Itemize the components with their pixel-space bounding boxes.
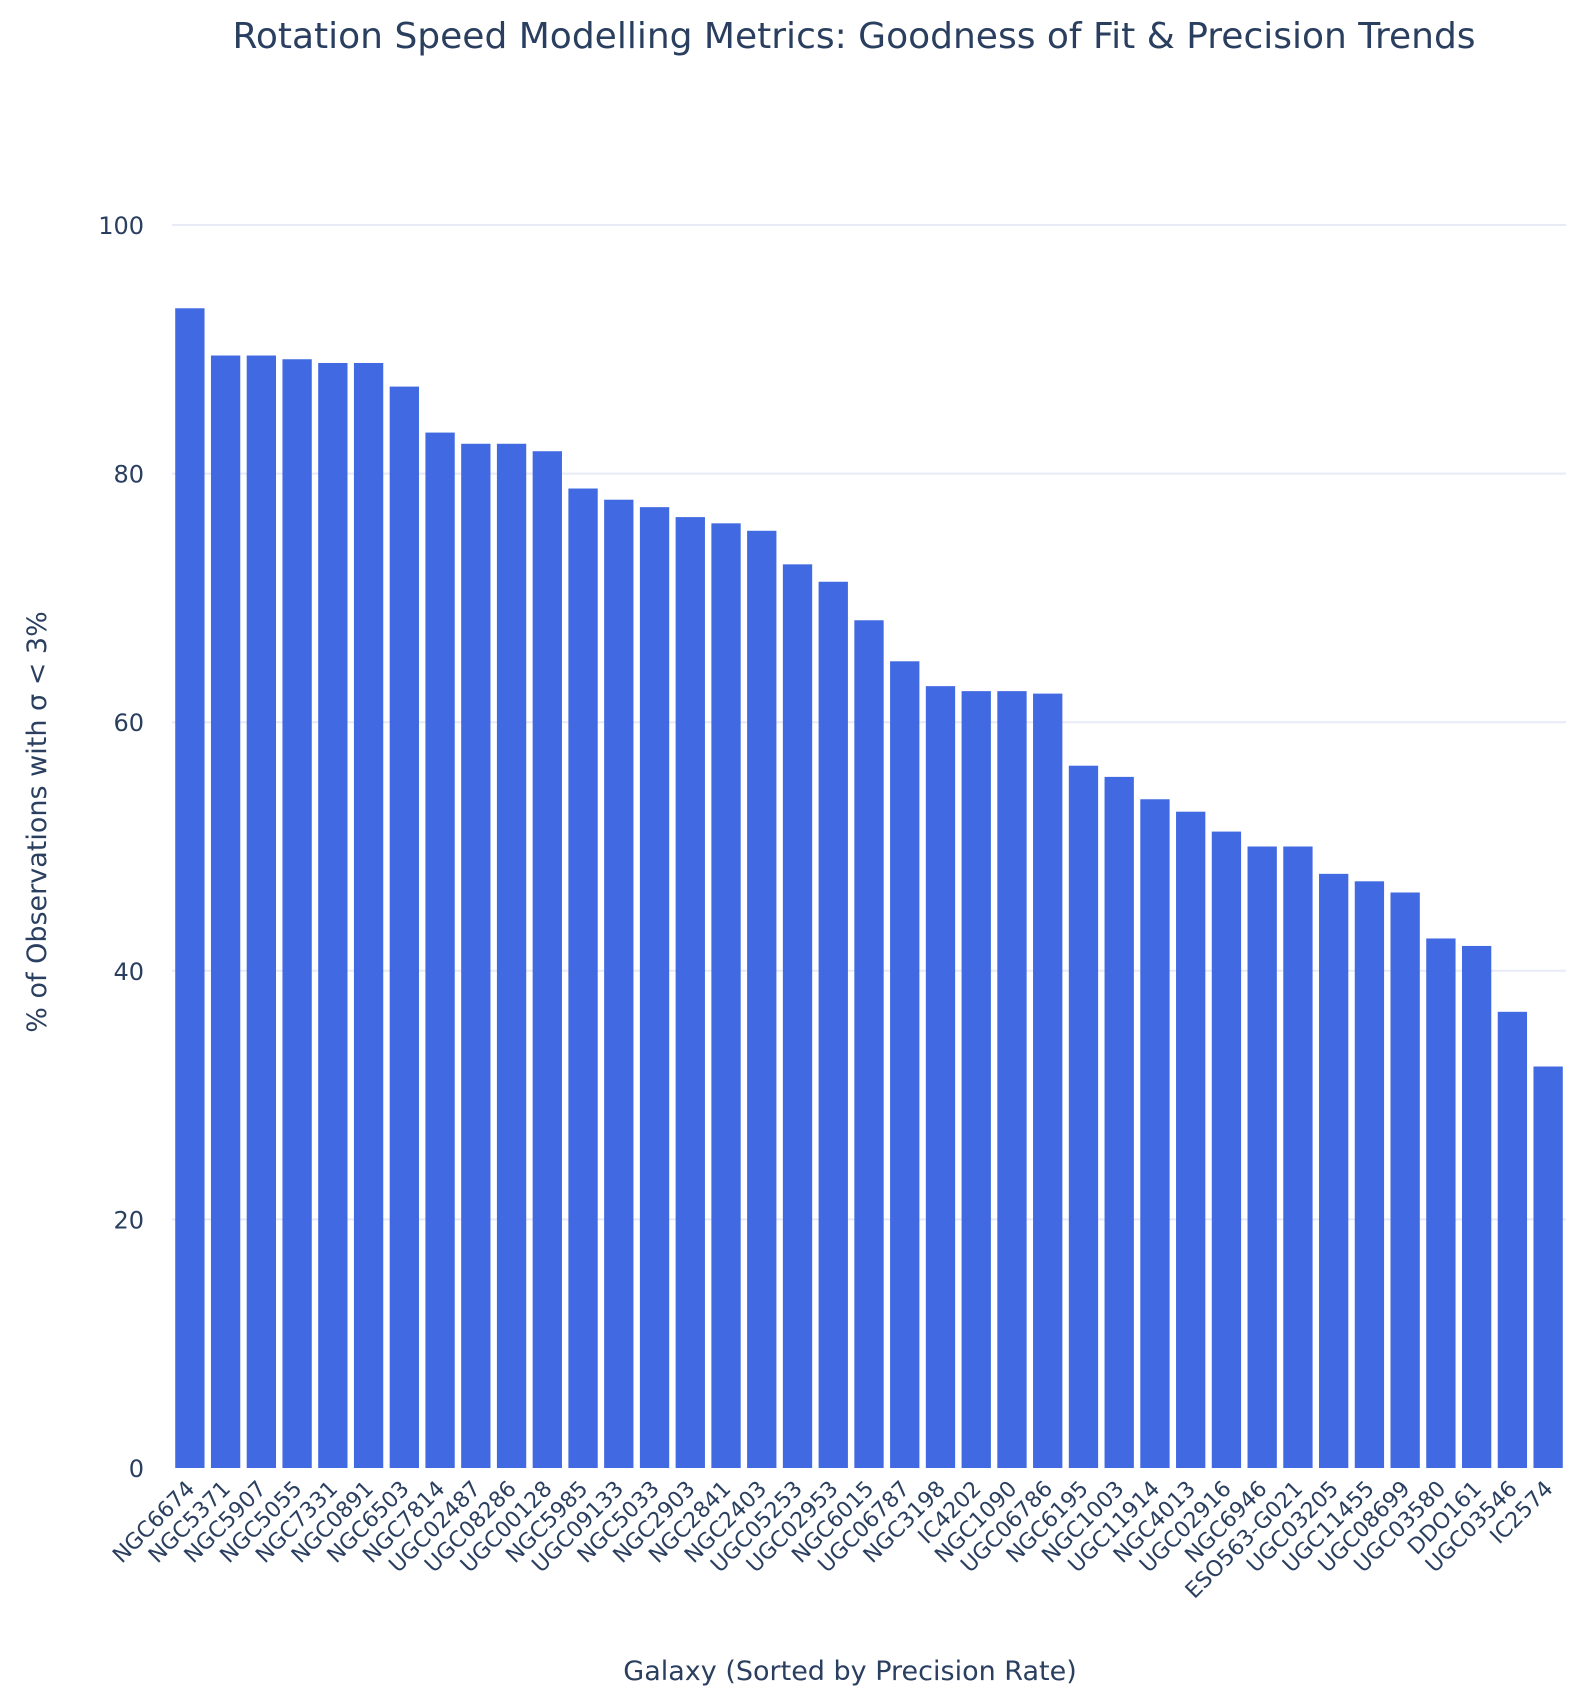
bar-ugc11914[interactable]	[1140, 799, 1170, 1468]
x-axis-title: Galaxy (Sorted by Precision Rate)	[623, 1656, 1076, 1687]
bar-ddo161[interactable]	[1461, 945, 1492, 1468]
bars	[175, 308, 1563, 1469]
bar-ugc02487[interactable]	[461, 443, 491, 1468]
x-axis-ticks: NGC6674NGC5371NGC5907NGC5055NGC7331NGC08…	[108, 1477, 1558, 1604]
bar-ngc5985[interactable]	[568, 488, 598, 1468]
bar-ic4202[interactable]	[961, 691, 991, 1468]
bar-ugc06786[interactable]	[1033, 693, 1063, 1468]
bar-ngc4013[interactable]	[1176, 811, 1206, 1468]
bar-ngc5371[interactable]	[210, 355, 241, 1468]
bar-ngc5907[interactable]	[246, 355, 277, 1468]
bar-ngc7814[interactable]	[425, 432, 455, 1468]
bar-ngc2403[interactable]	[747, 530, 777, 1468]
bar-ngc2903[interactable]	[675, 517, 705, 1468]
bar-ngc0891[interactable]	[353, 362, 384, 1468]
bar-ngc1003[interactable]	[1104, 776, 1134, 1468]
bar-ngc5033[interactable]	[639, 507, 670, 1468]
bar-ngc1090[interactable]	[997, 691, 1027, 1468]
bar-eso563-g021[interactable]	[1283, 846, 1313, 1469]
bar-ugc02953[interactable]	[818, 581, 848, 1468]
y-axis-title: % of Observations with σ < 3%	[22, 611, 53, 1033]
y-tick-label: 40	[113, 958, 144, 986]
bar-ic2574[interactable]	[1533, 1066, 1563, 1468]
bar-ugc06787[interactable]	[890, 661, 920, 1468]
bar-ugc08699[interactable]	[1390, 892, 1420, 1468]
bar-ngc3198[interactable]	[925, 686, 956, 1468]
bar-ugc08286[interactable]	[496, 443, 527, 1468]
bar-ngc7331[interactable]	[318, 362, 348, 1468]
y-axis-ticks: 0 20 40 60 80 100	[98, 212, 144, 1483]
bar-ngc6674[interactable]	[175, 308, 205, 1468]
y-tick-label: 0	[129, 1455, 144, 1483]
bar-ngc6503[interactable]	[389, 386, 419, 1469]
bar-ugc03205[interactable]	[1319, 873, 1349, 1468]
y-tick-label: 60	[113, 709, 144, 737]
y-tick-label: 20	[113, 1206, 144, 1234]
bar-ugc03580[interactable]	[1426, 938, 1456, 1468]
bar-ugc02916[interactable]	[1211, 831, 1242, 1468]
chart-title: Rotation Speed Modelling Metrics: Goodne…	[232, 16, 1475, 57]
bar-ngc6015[interactable]	[854, 620, 884, 1468]
bar-ugc00128[interactable]	[532, 451, 562, 1468]
bar-ugc09133[interactable]	[604, 499, 634, 1468]
bar-ngc6946[interactable]	[1247, 846, 1277, 1469]
y-tick-label: 100	[98, 212, 144, 240]
bar-ngc5055[interactable]	[282, 359, 312, 1468]
bar-ngc2841[interactable]	[711, 523, 741, 1468]
bar-ngc6195[interactable]	[1068, 765, 1099, 1468]
bar-ugc11455[interactable]	[1354, 881, 1385, 1468]
y-tick-label: 80	[113, 461, 144, 489]
bar-ugc05253[interactable]	[782, 564, 813, 1468]
bar-ugc03546[interactable]	[1497, 1011, 1528, 1468]
